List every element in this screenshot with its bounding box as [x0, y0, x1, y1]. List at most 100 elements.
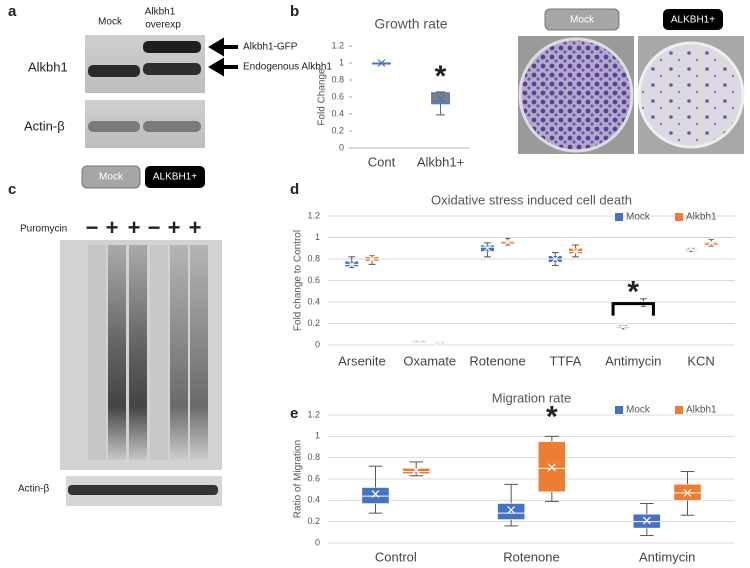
group-label: ALKBH1+: [153, 172, 197, 183]
mean-marker: [483, 244, 492, 253]
mean-marker: [503, 237, 512, 246]
arrows: [208, 37, 238, 77]
legend-swatch: [675, 213, 683, 221]
lane-sign: +: [106, 215, 119, 240]
chart-title: Oxidative stress induced cell death: [431, 192, 632, 207]
band: [143, 41, 201, 53]
chart-title: Migration rate: [492, 390, 571, 405]
y-tick-label: 1.2: [307, 210, 320, 220]
lane-label: Alkbh1: [145, 7, 176, 18]
x-tick-label: Cont: [368, 154, 396, 169]
x-tick-label: TTFA: [550, 353, 582, 368]
mean-marker: [347, 260, 356, 269]
group-box: [81, 165, 141, 189]
y-axis-label: Fold Change: [317, 68, 328, 126]
y-tick-label: 1.2: [331, 40, 344, 50]
band: [143, 63, 201, 75]
treatment-label: Puromycin: [20, 224, 67, 235]
y-tick-label: 0: [339, 142, 344, 152]
y-tick-label: 1: [339, 57, 344, 67]
row-label: Actin-β: [24, 118, 65, 133]
y-axis-label: Fold change to Control: [293, 230, 304, 331]
legend-swatch: [675, 406, 683, 414]
band: [88, 121, 140, 132]
y-tick-label: 1: [315, 232, 320, 242]
arrow-label: Endogenous Alkbh1: [243, 62, 332, 73]
panel-letter: e: [290, 405, 298, 422]
mean-marker: [415, 336, 424, 345]
mean-marker: [368, 255, 377, 263]
mean-marker: [412, 466, 421, 475]
box: [497, 503, 525, 520]
lane: [108, 245, 126, 460]
x-tick-label: Antimycin: [605, 353, 661, 368]
lane-sign: +: [189, 215, 202, 240]
mean-marker: [507, 506, 516, 514]
significance-marker: *: [435, 60, 447, 93]
y-tick-label: 0.2: [331, 125, 344, 135]
panel-letter: b: [290, 3, 299, 20]
legend-swatch: [615, 213, 623, 221]
dish-label-box: [663, 9, 723, 30]
box: [361, 487, 390, 504]
x-tick-label: Antimycin: [639, 549, 695, 564]
significance-bracket: [611, 302, 655, 316]
lane-label: overexp: [145, 20, 181, 31]
group-label: Mock: [99, 172, 124, 183]
y-tick-label: 0: [315, 339, 320, 349]
y-tick-label: 1.2: [307, 409, 320, 419]
lane-sign: +: [128, 215, 141, 240]
y-tick-label: 0.2: [307, 516, 320, 526]
row-label: Alkbh1: [28, 59, 68, 74]
mean-marker: [683, 488, 692, 497]
mean-marker: [686, 245, 695, 254]
mean-marker: [707, 238, 716, 247]
y-tick-label: 0.4: [331, 108, 344, 118]
lane-sign: −: [86, 215, 99, 240]
band: [68, 485, 218, 495]
y-tick-label: 0.6: [331, 91, 344, 101]
mean-marker: [642, 516, 651, 525]
legend-label: Mock: [626, 212, 651, 223]
dish: [637, 41, 745, 149]
mean-marker: [436, 337, 444, 346]
dish-label: ALKBH1+: [671, 15, 715, 26]
dish-label-box: [544, 8, 620, 31]
dish-label: Mock: [570, 15, 595, 26]
mean-marker: [619, 322, 627, 331]
mean-marker: [436, 94, 445, 103]
legend-label: Alkbh1: [686, 405, 717, 416]
x-tick-label: Rotenone: [469, 353, 525, 368]
lane: [190, 245, 208, 460]
y-tick-label: 0: [315, 537, 320, 547]
panel-letter: c: [8, 181, 16, 198]
lane-label: Mock: [98, 17, 123, 28]
arrow-label: Alkbh1-GFP: [243, 42, 298, 53]
mean-marker: [547, 463, 556, 472]
legend-label: Mock: [626, 405, 651, 416]
lane: [150, 245, 168, 460]
significance-marker: *: [546, 400, 558, 433]
x-tick-label: Arsenite: [338, 353, 386, 368]
y-tick-label: 0.8: [307, 253, 320, 263]
x-tick-label: Control: [375, 549, 417, 564]
significance-marker: *: [627, 276, 639, 309]
y-tick-label: 0.4: [307, 495, 320, 505]
band: [143, 121, 201, 132]
group-box: [145, 166, 205, 188]
y-tick-label: 1: [315, 431, 320, 441]
lane: [88, 245, 106, 460]
band: [88, 65, 140, 77]
y-tick-label: 0.4: [307, 296, 320, 306]
x-tick-label: Oxamate: [403, 353, 456, 368]
y-tick-label: 0.8: [307, 452, 320, 462]
legend-label: Alkbh1: [686, 212, 717, 223]
lane: [170, 245, 188, 460]
mean-marker: [371, 490, 380, 498]
lane: [129, 245, 147, 460]
mean-marker: [571, 247, 580, 256]
lane-sign: −: [148, 215, 161, 240]
y-axis-label: Ratio of Migration: [293, 440, 304, 518]
x-tick-label: KCN: [687, 353, 714, 368]
